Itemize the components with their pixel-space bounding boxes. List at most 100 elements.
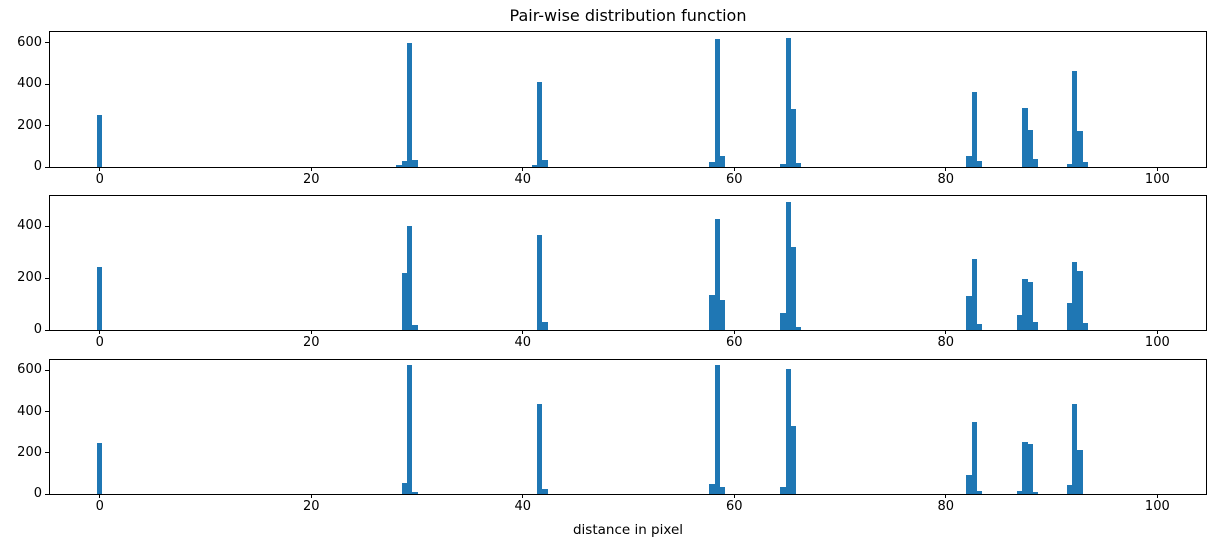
histogram-bar [714,365,720,494]
histogram-bar [1022,278,1028,330]
histogram-bar [412,491,418,494]
histogram-bar [97,266,103,330]
histogram-bar [966,155,972,167]
x-tick-mark [1156,167,1158,171]
histogram-bar [977,324,983,330]
histogram-bar [785,201,791,330]
histogram-bar [796,326,802,330]
histogram-bar [709,162,715,167]
histogram-bar [780,486,786,494]
x-tick-mark [99,494,101,498]
x-tick-label: 60 [726,335,743,350]
x-tick-mark [522,494,524,498]
y-tick-label: 200 [17,270,42,286]
x-tick-mark [522,330,524,334]
x-tick-mark [310,330,312,334]
histogram-bar [977,491,983,494]
y-tick-mark [45,83,49,85]
histogram-bar [401,161,407,167]
x-tick-label: 80 [937,499,955,514]
x-tick-mark [733,330,735,334]
x-tick-mark [945,167,947,171]
histogram-bar [401,482,407,494]
histogram-bar [1066,163,1073,167]
x-tick-label: 20 [302,335,320,350]
histogram-bar [785,369,791,494]
histogram-bar [1077,271,1083,330]
x-tick-label: 100 [1144,499,1170,514]
histogram-bar [714,39,720,167]
histogram-bar [1033,491,1039,494]
histogram-bar [1027,282,1034,330]
x-tick-mark [310,167,312,171]
x-axis-label: distance in pixel [572,522,684,538]
x-tick-mark [522,167,524,171]
x-tick-mark [945,494,947,498]
x-tick-label: 40 [514,172,532,187]
histogram-bar [537,404,543,494]
y-tick-label: 0 [33,486,42,501]
histogram-bar [966,475,972,494]
histogram-bar [790,426,797,494]
histogram-bar [1027,443,1034,494]
y-tick-label: 200 [17,444,42,460]
subplot-bottom: 0 20 40 60 80 100 0 200 400 600 [17,359,1207,514]
histogram-bar [542,322,548,330]
histogram-bar [971,258,977,330]
x-tick-label: 0 [95,172,104,187]
y-tick-label: 600 [17,34,42,50]
histogram-bar [1072,261,1078,330]
histogram-bar [1082,322,1089,330]
histogram-bar [1066,303,1073,330]
histogram-bar [412,325,418,330]
histogram-bar [406,226,413,330]
subplot-top: 0 20 40 60 80 100 0 200 400 600 [17,31,1207,187]
histogram-bar [720,486,726,494]
y-tick-mark [45,225,49,227]
x-tick-mark [310,494,312,498]
histogram-bar [1072,71,1078,167]
x-tick-label: 100 [1144,172,1170,187]
y-tick-label: 400 [17,76,42,92]
histogram-bar [780,312,786,330]
histogram-bar [537,82,543,167]
histogram-bar [971,91,977,167]
histogram-bar [1022,107,1028,167]
histogram-bar [977,161,983,167]
histogram-bar [709,294,715,330]
y-tick-label: 400 [17,218,42,234]
y-tick-mark [45,277,49,279]
histogram-bar [531,164,538,167]
histogram-bar [785,38,791,167]
x-tick-mark [733,494,735,498]
y-tick-mark [45,329,49,331]
histogram-bar [1066,485,1073,494]
x-tick-mark [99,330,101,334]
histogram-bar [1082,162,1089,167]
histogram-bar [97,442,103,494]
histogram-bar [1017,490,1023,494]
x-tick-label: 80 [937,335,955,350]
histogram-bar [709,483,715,494]
x-tick-mark [945,330,947,334]
histogram-bar [971,421,977,494]
y-tick-mark [45,42,49,44]
x-tick-label: 80 [937,172,955,187]
x-tick-mark [1156,330,1158,334]
histogram-bar [790,109,797,167]
histogram-bar [714,219,720,330]
y-tick-label: 200 [17,117,42,133]
subplot-middle: 0 20 40 60 80 100 0 200 400 [17,195,1207,350]
y-tick-mark [45,369,49,371]
y-tick-mark [45,166,49,168]
y-tick-mark [45,452,49,454]
x-tick-label: 60 [726,172,743,187]
histogram-bar [542,488,548,494]
x-tick-mark [1156,494,1158,498]
histogram-bar [542,159,548,167]
histogram-bar [1077,131,1083,167]
x-tick-label: 20 [302,172,320,187]
histogram-bar [1033,321,1039,330]
histogram-bar [790,247,797,330]
